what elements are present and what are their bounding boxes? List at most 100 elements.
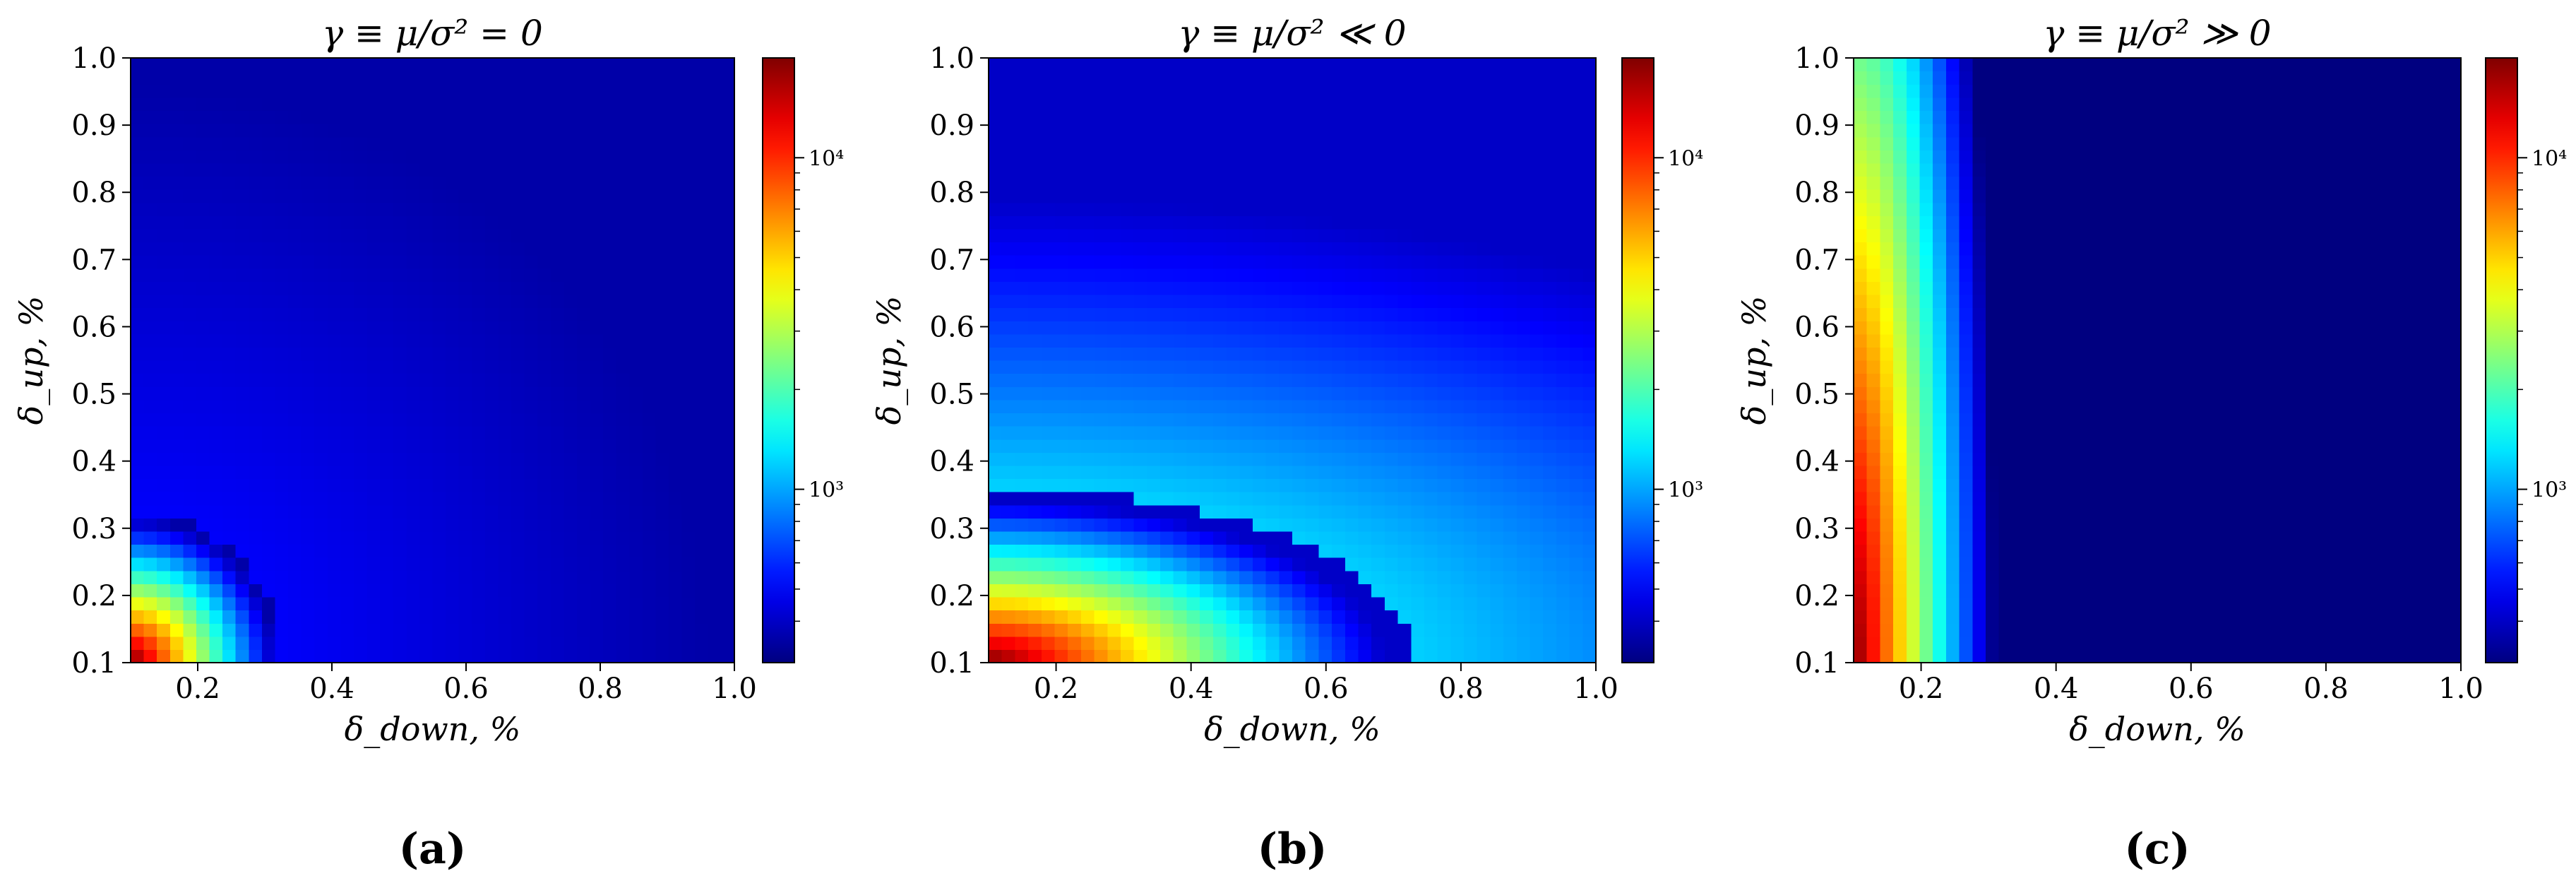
heatmap-cell	[1477, 649, 1491, 663]
heatmap-cell	[353, 294, 368, 309]
heatmap-cell	[1279, 281, 1293, 295]
heatmap-cell	[157, 110, 171, 124]
heatmap-cell	[446, 360, 460, 374]
heatmap-cell	[340, 333, 354, 348]
heatmap-cell	[1107, 386, 1121, 401]
heatmap-cell	[446, 649, 460, 663]
heatmap-cell	[1959, 557, 1973, 572]
heatmap-cell	[695, 228, 709, 243]
heatmap-cell	[209, 333, 223, 348]
heatmap-cell	[196, 189, 210, 203]
heatmap-cell	[603, 649, 617, 663]
heatmap-cell	[1252, 124, 1267, 138]
heatmap-cell	[1530, 531, 1544, 545]
heatmap-cell	[131, 439, 145, 453]
heatmap-cell	[1094, 84, 1108, 98]
heatmap-cell	[1450, 465, 1465, 480]
heatmap-cell	[353, 150, 368, 164]
heatmap-cell	[616, 321, 630, 335]
heatmap-cell	[314, 268, 328, 282]
heatmap-cell	[1477, 399, 1491, 414]
heatmap-cell	[1226, 399, 1240, 414]
heatmap-cell	[1344, 478, 1359, 492]
heatmap-cell	[1503, 215, 1517, 230]
heatmap-cell	[550, 452, 564, 466]
heatmap-cell	[2447, 610, 2462, 624]
heatmap-cell	[1477, 544, 1491, 558]
heatmap-cell	[1226, 228, 1240, 243]
heatmap-cell	[419, 465, 434, 480]
heatmap-cell	[708, 504, 722, 519]
heatmap-cell	[1028, 623, 1042, 637]
heatmap-cell	[275, 307, 289, 321]
heatmap-cell	[1933, 623, 1947, 637]
heatmap-cell	[222, 399, 237, 414]
heatmap-cell	[1516, 426, 1531, 440]
heatmap-cell	[2447, 557, 2462, 572]
heatmap-cell	[1490, 596, 1504, 611]
heatmap-cell	[564, 478, 578, 492]
heatmap-cell	[695, 307, 709, 321]
heatmap-cell	[196, 202, 210, 216]
heatmap-cell	[1133, 413, 1147, 427]
heatmap-cell	[537, 596, 551, 611]
heatmap-cell	[2012, 610, 2026, 624]
heatmap-cell	[1503, 162, 1517, 177]
heatmap-cell	[642, 321, 657, 335]
heatmap-cell	[603, 360, 617, 374]
heatmap-cell	[366, 544, 381, 558]
heatmap-cell	[2447, 636, 2462, 650]
heatmap-cell	[275, 531, 289, 545]
heatmap-cell	[157, 399, 171, 414]
heatmap-cell	[1530, 557, 1544, 572]
heatmap-cell	[261, 176, 276, 190]
heatmap-cell	[2077, 504, 2092, 519]
heatmap-cell	[708, 333, 722, 348]
heatmap-cell	[314, 189, 328, 203]
heatmap-cell	[1239, 202, 1253, 216]
heatmap-cell	[2077, 518, 2092, 532]
heatmap-cell	[524, 492, 538, 506]
heatmap-cell	[603, 97, 617, 112]
heatmap-cell	[1160, 570, 1174, 584]
heatmap-cell	[537, 465, 551, 480]
heatmap-cell	[511, 386, 525, 401]
heatmap-cell	[1173, 360, 1188, 374]
heatmap-cell	[1358, 84, 1372, 98]
heatmap-cell	[2065, 610, 2079, 624]
heatmap-cell	[2302, 504, 2316, 519]
heatmap-cell	[446, 426, 460, 440]
heatmap-cell	[2197, 649, 2211, 663]
heatmap-cell	[1959, 596, 1973, 611]
heatmap-cell	[524, 176, 538, 190]
heatmap-cell	[1490, 426, 1504, 440]
heatmap-cell	[288, 215, 302, 230]
heatmap-cell	[1332, 97, 1346, 112]
heatmap-cell	[1530, 150, 1544, 164]
heatmap-cell	[2329, 649, 2343, 663]
heatmap-cell	[235, 518, 249, 532]
heatmap-cell	[1437, 124, 1451, 138]
heatmap-cell	[498, 623, 512, 637]
heatmap-cell	[393, 136, 407, 150]
heatmap-cell	[1437, 386, 1451, 401]
heatmap-cell	[642, 399, 657, 414]
heatmap-cell	[1516, 360, 1531, 374]
heatmap-cell	[721, 584, 735, 598]
heatmap-cell	[642, 413, 657, 427]
heatmap-cell	[1068, 360, 1082, 374]
heatmap-cell	[2342, 492, 2356, 506]
heatmap-cell	[327, 478, 341, 492]
heatmap-cell	[1880, 584, 1894, 598]
heatmap-cell	[261, 347, 276, 361]
heatmap-cell	[1279, 294, 1293, 309]
heatmap-cell	[2210, 504, 2224, 519]
heatmap-cell	[695, 281, 709, 295]
heatmap-cell	[629, 399, 643, 414]
heatmap-cell	[1945, 504, 1960, 519]
heatmap-cell	[2130, 504, 2145, 519]
heatmap-cell	[564, 413, 578, 427]
heatmap-cell	[209, 557, 223, 572]
heatmap-cell	[209, 124, 223, 138]
